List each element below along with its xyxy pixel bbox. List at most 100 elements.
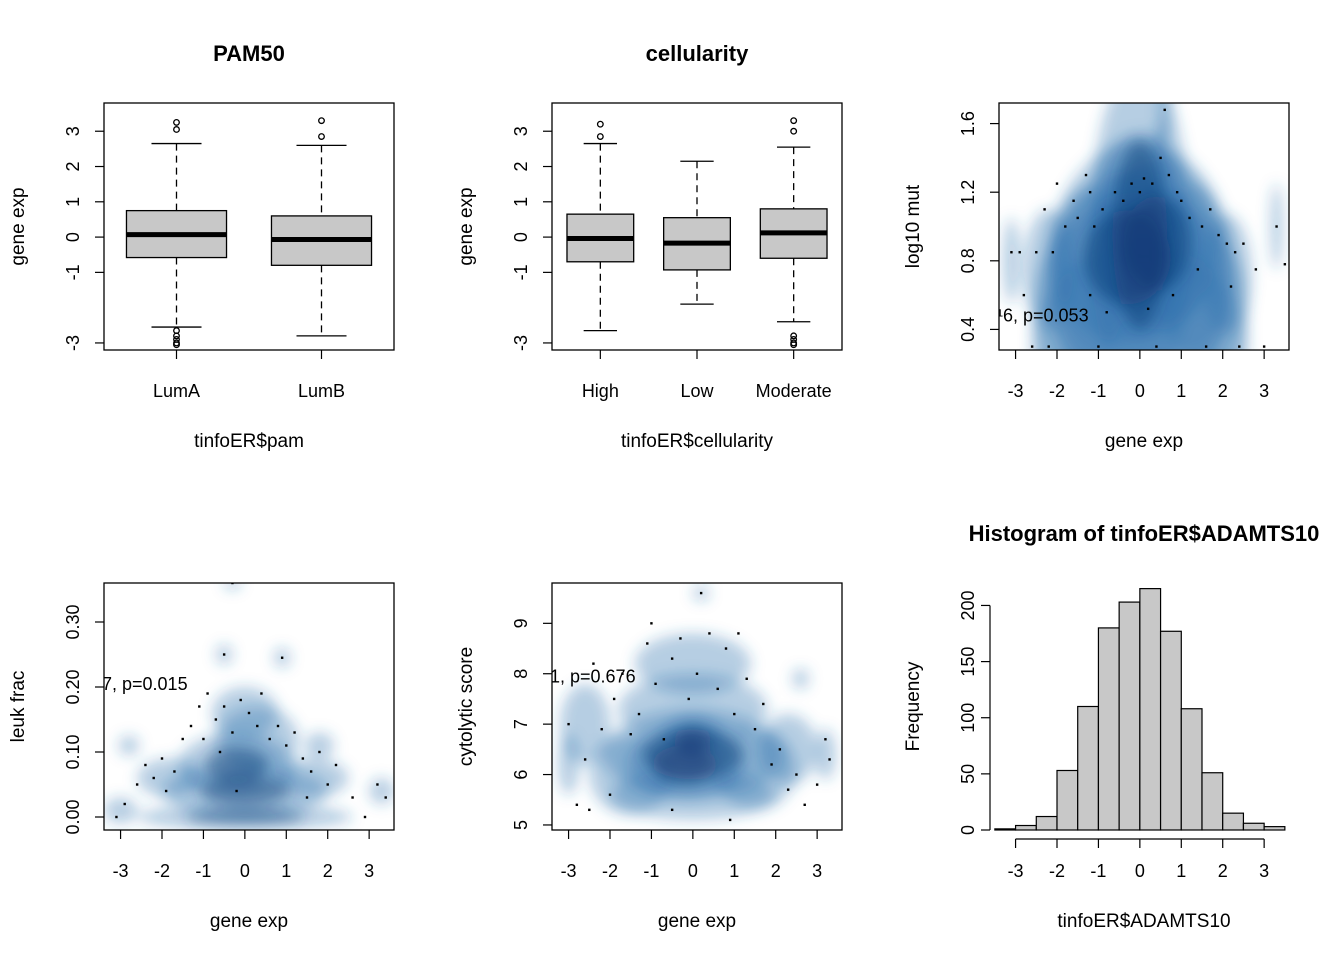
panel-title: Histogram of tinfoER$ADAMTS10 xyxy=(969,521,1320,546)
scatter-point xyxy=(753,727,757,731)
scatter-point xyxy=(135,783,139,786)
y-tick-label: 0.20 xyxy=(63,669,83,704)
scatter-point xyxy=(268,737,271,741)
y-tick-label: 100 xyxy=(958,703,978,733)
outlier-point xyxy=(173,126,180,133)
scatter-point xyxy=(1196,268,1200,271)
density-layer xyxy=(1003,103,1283,350)
y-axis-label: Frequency xyxy=(903,661,924,751)
y-tick-label: 3 xyxy=(63,126,83,136)
y-tick-label: -1 xyxy=(63,264,83,280)
scatter-point xyxy=(583,758,587,761)
x-tick-label: 0 xyxy=(1135,861,1145,881)
y-axis-label: gene exp xyxy=(456,187,477,265)
density-blob xyxy=(618,673,768,745)
y-tick-label: 3 xyxy=(511,126,531,136)
density-blob xyxy=(610,769,776,820)
density-blob xyxy=(1202,214,1252,335)
y-tick-label: 2 xyxy=(63,162,83,172)
box-Moderate xyxy=(759,117,828,349)
scatter-point xyxy=(160,757,164,760)
scatter-point xyxy=(1167,173,1171,177)
x-axis-label: tinfoER$cellularity xyxy=(621,431,774,452)
histogram-bar xyxy=(1201,772,1224,831)
scatter-point xyxy=(293,731,296,734)
scatter-point xyxy=(239,698,242,702)
density-core-blob xyxy=(199,776,291,806)
scatter-point xyxy=(189,724,193,728)
scatter-point xyxy=(728,818,732,822)
x-tick-label: -1 xyxy=(1090,861,1106,881)
plot-frame xyxy=(103,582,395,831)
x-tick-label: 1 xyxy=(729,861,739,881)
scatter-point xyxy=(1225,242,1229,245)
scatter-point xyxy=(1030,345,1034,348)
y-tick-label: 2 xyxy=(511,162,531,172)
scatter-point xyxy=(1204,345,1208,348)
scatter-point xyxy=(1209,208,1212,211)
histogram-bar xyxy=(1014,824,1037,831)
scatter-point xyxy=(301,757,305,760)
scatter-point xyxy=(1064,225,1067,228)
density-core-blob xyxy=(652,745,717,784)
y-tick-label: -3 xyxy=(511,335,531,351)
scatter-point xyxy=(1155,345,1158,348)
histogram-bar xyxy=(1242,822,1265,831)
scatter-point xyxy=(173,770,176,773)
scatter-point xyxy=(222,705,226,708)
scatter-point xyxy=(737,632,740,635)
scatter-point xyxy=(1047,345,1050,348)
density-core xyxy=(1084,140,1191,330)
correlation-annotation: 7, p=0.015 xyxy=(102,674,188,694)
scatter-point xyxy=(621,672,624,675)
scatter-point xyxy=(670,808,674,812)
scatter-point xyxy=(662,738,666,741)
plot-frame xyxy=(103,102,395,351)
x-axis-label: tinfoER$pam xyxy=(194,431,304,452)
scatter-point xyxy=(222,653,226,656)
density-core-blob xyxy=(674,725,712,754)
scatter-point xyxy=(1130,182,1133,185)
x-tick-label: 2 xyxy=(1218,861,1228,881)
density-blob xyxy=(759,714,818,785)
scatter-point xyxy=(198,705,201,708)
scatter-point xyxy=(1084,173,1088,177)
scatter-point xyxy=(123,802,126,806)
x-axis-label: gene exp xyxy=(1105,431,1183,452)
density-core xyxy=(642,725,743,784)
scatter-point xyxy=(1146,307,1150,311)
scatter-point xyxy=(1101,208,1104,211)
scatter-point xyxy=(1055,182,1059,185)
y-tick-label: 1 xyxy=(511,197,531,207)
box-LumA xyxy=(125,118,228,349)
box-Low xyxy=(663,160,732,305)
scatter-point xyxy=(567,722,570,726)
x-tick-label: 3 xyxy=(812,861,822,881)
scatter-point xyxy=(1138,190,1142,194)
x-tick-label: 1 xyxy=(281,861,291,881)
scatter-point xyxy=(795,773,798,776)
x-tick-label: -3 xyxy=(561,861,577,881)
scatter-point xyxy=(724,647,728,650)
scatter-point xyxy=(716,687,719,691)
x-tick-label: Moderate xyxy=(756,381,832,401)
outlier-point xyxy=(318,117,325,125)
scatter-point xyxy=(828,758,831,761)
scatter-point xyxy=(670,657,674,660)
histogram-bar xyxy=(994,828,1017,831)
outlier-point xyxy=(790,117,798,125)
y-tick-label: 1.6 xyxy=(958,111,978,136)
plot-frame xyxy=(998,102,1290,351)
scatter-point xyxy=(1142,177,1146,180)
x-tick-label: 1 xyxy=(1176,861,1186,881)
y-tick-label: 50 xyxy=(958,764,978,784)
box-High xyxy=(566,120,635,332)
scatter-point xyxy=(708,632,711,635)
density-blob xyxy=(104,797,138,824)
y-axis-label: log10 mut xyxy=(903,184,924,268)
density-layer xyxy=(104,583,394,830)
scatter-point xyxy=(363,815,367,819)
scatter-point xyxy=(276,724,280,728)
plot-frame xyxy=(551,582,843,831)
density-blob xyxy=(1003,217,1020,304)
